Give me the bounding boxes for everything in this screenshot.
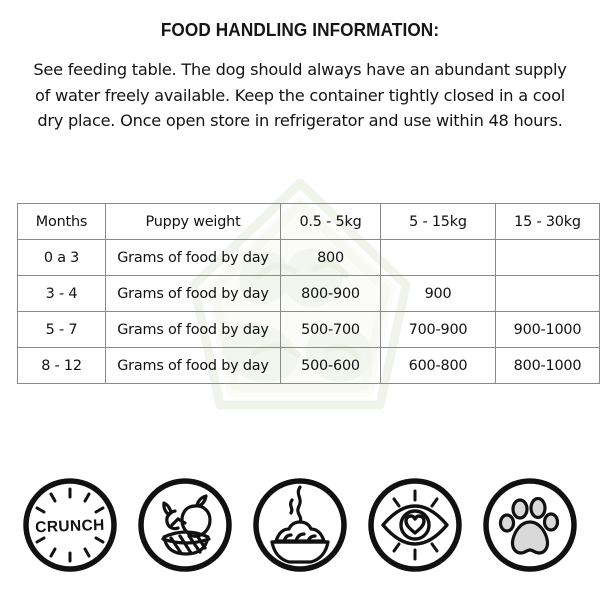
cell-measure: Grams of food by day bbox=[105, 347, 281, 384]
table-header-row: Months Puppy weight 0.5 - 5kg 5 - 15kg 1… bbox=[17, 203, 600, 240]
column-header-puppy-weight: Puppy weight bbox=[105, 203, 281, 240]
cell-amount-medium bbox=[380, 239, 496, 276]
column-header-weight-large: 15 - 30kg bbox=[495, 203, 600, 240]
feeding-table-container: Months Puppy weight 0.5 - 5kg 5 - 15kg 1… bbox=[17, 203, 600, 384]
column-header-months: Months bbox=[17, 203, 106, 240]
cell-amount-small: 500-600 bbox=[280, 347, 381, 384]
table-row: 8 - 12 Grams of food by day 500-600 600-… bbox=[17, 347, 600, 384]
crunch-badge-icon: CRUNCH bbox=[20, 475, 120, 575]
fruit-vegetables-badge-icon bbox=[135, 475, 235, 575]
benefit-icon-strip: CRUNCH bbox=[0, 470, 600, 580]
cell-months: 3 - 4 bbox=[17, 275, 106, 312]
steaming-food-bowl-badge-icon bbox=[250, 475, 350, 575]
column-header-weight-medium: 5 - 15kg bbox=[380, 203, 496, 240]
cell-measure: Grams of food by day bbox=[105, 275, 281, 312]
cell-months: 5 - 7 bbox=[17, 311, 106, 348]
paw-print-badge-icon bbox=[480, 475, 580, 575]
cell-amount-small: 800 bbox=[280, 239, 381, 276]
cell-measure: Grams of food by day bbox=[105, 311, 281, 348]
table-row: 0 a 3 Grams of food by day 800 bbox=[17, 239, 600, 276]
cell-amount-medium: 700-900 bbox=[380, 311, 496, 348]
eye-heart-badge-icon bbox=[365, 475, 465, 575]
cell-amount-large bbox=[495, 275, 600, 312]
crunch-label: CRUNCH bbox=[35, 517, 105, 536]
cell-amount-large bbox=[495, 239, 600, 276]
cell-amount-small: 800-900 bbox=[280, 275, 381, 312]
table-row: 5 - 7 Grams of food by day 500-700 700-9… bbox=[17, 311, 600, 348]
cell-months: 8 - 12 bbox=[17, 347, 106, 384]
column-header-weight-small: 0.5 - 5kg bbox=[280, 203, 381, 240]
cell-amount-large: 900-1000 bbox=[495, 311, 600, 348]
cell-months: 0 a 3 bbox=[17, 239, 106, 276]
cell-measure: Grams of food by day bbox=[105, 239, 281, 276]
feeding-table: Months Puppy weight 0.5 - 5kg 5 - 15kg 1… bbox=[17, 203, 600, 384]
page-title: FOOD HANDLING INFORMATION: bbox=[160, 19, 440, 40]
cell-amount-medium: 900 bbox=[380, 275, 496, 312]
cell-amount-medium: 600-800 bbox=[380, 347, 496, 384]
cell-amount-large: 800-1000 bbox=[495, 347, 600, 384]
intro-paragraph: See feeding table. The dog should always… bbox=[33, 60, 567, 130]
table-row: 3 - 4 Grams of food by day 800-900 900 bbox=[17, 275, 600, 312]
cell-amount-small: 500-700 bbox=[280, 311, 381, 348]
